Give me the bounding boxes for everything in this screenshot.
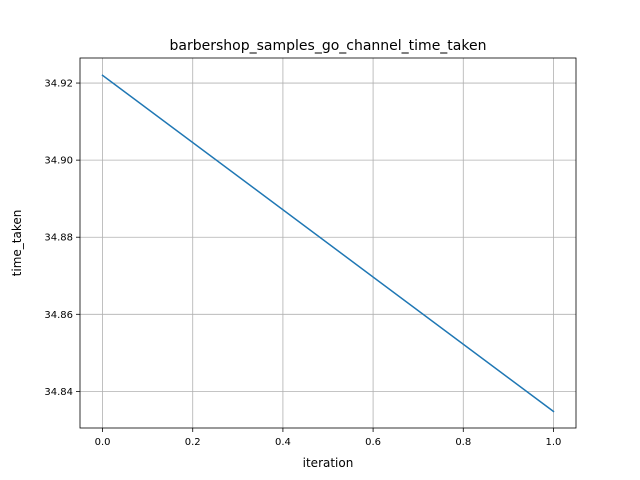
x-tick-label: 0.6 bbox=[365, 437, 381, 448]
y-tick-label: 34.88 bbox=[44, 233, 73, 244]
x-axis-label: iteration bbox=[303, 456, 354, 470]
y-tick-label: 34.86 bbox=[44, 310, 73, 321]
y-tick-label: 34.90 bbox=[44, 156, 73, 167]
axis-ticks: 0.0 0.2 0.4 0.6 0.8 1.0 34.84 34.86 34.88 34.90 34… bbox=[44, 79, 561, 448]
grid-lines bbox=[80, 58, 576, 428]
x-tick-label: 0.2 bbox=[185, 437, 201, 448]
y-axis-label: time_taken bbox=[10, 210, 24, 277]
chart-title: barbershop_samples_go_channel_time_taken bbox=[170, 38, 487, 54]
series-line bbox=[101, 74, 555, 413]
x-tick-label: 0.0 bbox=[95, 437, 111, 448]
series-layer bbox=[101, 74, 555, 413]
y-tick-label: 34.92 bbox=[44, 79, 73, 90]
y-tick-label: 34.84 bbox=[44, 387, 73, 398]
x-tick-label: 1.0 bbox=[546, 437, 562, 448]
plot-frame bbox=[79, 57, 577, 429]
x-tick-label: 0.8 bbox=[455, 437, 471, 448]
x-tick-label: 0.4 bbox=[275, 437, 291, 448]
